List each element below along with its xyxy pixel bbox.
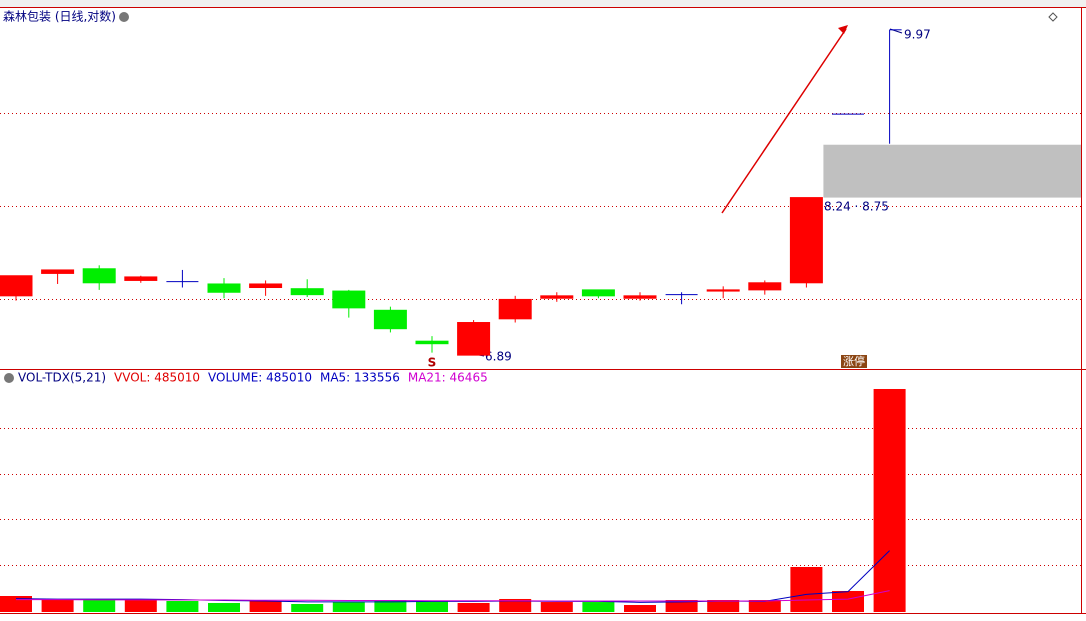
toolbar-strip [0,0,1086,7]
candle-body [748,282,782,291]
volume-bar [166,601,199,612]
candle-body [249,283,283,289]
chart-title: 森林包装 (日线,对数) [3,9,116,24]
volume-bar [41,598,74,612]
candle-body [207,283,241,293]
volume-bar [332,602,365,612]
candle-body [706,289,740,292]
legend-entry: VVOL: 485010 [114,371,200,385]
indicator-name: VOL-TDX(5,21) [18,371,106,385]
volume-bar [249,601,282,612]
candle-body [581,289,615,297]
candle-body [290,288,324,296]
price-zone [823,144,1081,198]
high-label: 9.97 [904,28,931,42]
candle-body [41,269,75,274]
candle-body [373,309,407,330]
volume-bar [540,602,573,612]
candle-body [82,268,116,284]
volume-bar [499,598,532,612]
volume-bar [707,599,740,612]
volume-bar [624,605,656,612]
legend-entry: VOLUME: 485010 [208,371,312,385]
candle-body [457,322,491,356]
menu-icon[interactable] [119,12,129,22]
volume-bar [124,599,157,612]
arrow-head [838,25,848,34]
volume-bar [416,601,448,612]
volume-bar [208,602,240,612]
volume-bar [665,599,698,612]
volume-bar [291,603,324,612]
candle-body [415,340,449,345]
badge-bg [841,355,867,368]
volume-bar [457,602,490,612]
volume-bar [83,599,116,612]
candle-body [789,197,823,284]
candle-body [623,295,657,299]
trend-arrow [721,28,847,214]
low-label: 6.89 [485,350,512,364]
ma-line [15,550,890,603]
diamond-icon[interactable] [1048,12,1058,22]
volume-bar [748,599,781,612]
volume-bar [374,599,407,612]
candle-body [332,290,366,309]
candle-body [0,275,33,297]
volume-bar [582,602,615,612]
menu-icon[interactable] [4,373,14,383]
candle-body [498,298,532,320]
volume-bar [873,388,906,612]
candle-body [540,295,574,299]
legend-entry: MA21: 46465 [408,371,488,385]
volume-bar [790,566,823,612]
volume-bar [832,590,864,612]
signal-marker: S [428,356,437,370]
badge: 涨停 [843,354,865,368]
candle-body [124,276,158,281]
legend-entry: MA5: 133556 [320,371,400,385]
ma-line [16,590,890,602]
zone-label: 8.24 · 8.75 [824,200,889,214]
